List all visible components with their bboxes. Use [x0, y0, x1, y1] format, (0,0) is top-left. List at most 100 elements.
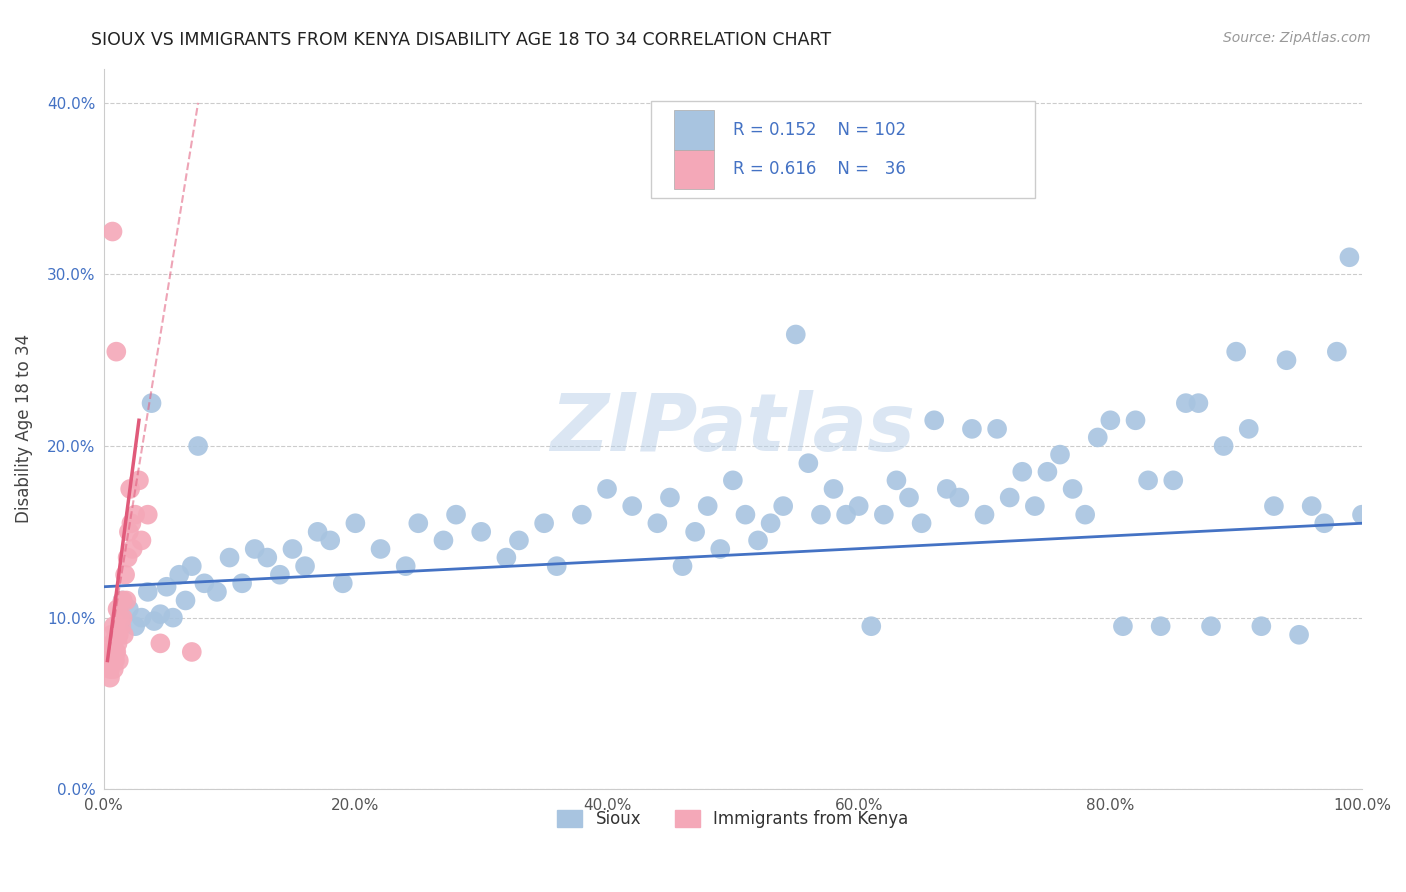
Point — [149, 607, 172, 622]
Point — [108, 610, 131, 624]
Point — [128, 474, 150, 488]
Point — [621, 499, 644, 513]
Point — [647, 516, 669, 531]
Point — [332, 576, 354, 591]
Point — [533, 516, 555, 531]
Point — [444, 508, 467, 522]
Point — [136, 508, 159, 522]
Point — [1137, 474, 1160, 488]
Point — [124, 508, 146, 522]
Point — [124, 619, 146, 633]
Point — [696, 499, 718, 513]
Point — [785, 327, 807, 342]
Point — [1351, 508, 1374, 522]
Text: R = 0.616    N =   36: R = 0.616 N = 36 — [733, 161, 905, 178]
Point — [149, 636, 172, 650]
Point — [1250, 619, 1272, 633]
Point — [1112, 619, 1135, 633]
Point — [1263, 499, 1285, 513]
Point — [596, 482, 619, 496]
Point — [107, 636, 129, 650]
Point — [848, 499, 870, 513]
Point — [1161, 474, 1184, 488]
Point — [1074, 508, 1097, 522]
Point — [721, 474, 744, 488]
Point — [243, 541, 266, 556]
Point — [281, 541, 304, 556]
Point — [111, 593, 134, 607]
Point — [546, 559, 568, 574]
Point — [998, 491, 1021, 505]
Point — [111, 593, 134, 607]
Point — [432, 533, 454, 548]
Point — [319, 533, 342, 548]
Point — [658, 491, 681, 505]
Point — [1313, 516, 1336, 531]
Point — [759, 516, 782, 531]
Point — [98, 671, 121, 685]
Point — [111, 610, 134, 624]
Point — [101, 225, 124, 239]
Point — [1150, 619, 1173, 633]
Point — [104, 645, 127, 659]
Point — [131, 610, 153, 624]
Point — [835, 508, 858, 522]
Point — [115, 593, 138, 607]
Point — [1212, 439, 1234, 453]
Point — [105, 645, 128, 659]
Point — [973, 508, 995, 522]
Y-axis label: Disability Age 18 to 34: Disability Age 18 to 34 — [15, 334, 32, 524]
Point — [117, 550, 139, 565]
Point — [797, 456, 820, 470]
Point — [910, 516, 932, 531]
Point — [948, 491, 970, 505]
Point — [118, 602, 141, 616]
Point — [734, 508, 756, 522]
Point — [205, 585, 228, 599]
Point — [174, 593, 197, 607]
Point — [495, 550, 517, 565]
Point — [105, 628, 128, 642]
Point — [470, 524, 492, 539]
Point — [167, 567, 190, 582]
Point — [1301, 499, 1323, 513]
Point — [96, 653, 118, 667]
FancyBboxPatch shape — [651, 101, 1035, 198]
Point — [107, 602, 129, 616]
Point — [860, 619, 883, 633]
Text: ZIPatlas: ZIPatlas — [550, 390, 915, 468]
Point — [683, 524, 706, 539]
Legend: Sioux, Immigrants from Kenya: Sioux, Immigrants from Kenya — [551, 804, 915, 835]
Point — [307, 524, 329, 539]
Point — [1099, 413, 1122, 427]
Point — [141, 396, 163, 410]
Point — [162, 610, 184, 624]
Point — [408, 516, 430, 531]
Point — [1125, 413, 1147, 427]
Point — [193, 576, 215, 591]
Text: Source: ZipAtlas.com: Source: ZipAtlas.com — [1223, 31, 1371, 45]
Point — [960, 422, 983, 436]
Point — [180, 645, 202, 659]
Point — [772, 499, 794, 513]
Point — [1049, 448, 1071, 462]
Point — [395, 559, 418, 574]
Bar — [673, 150, 714, 189]
Point — [103, 619, 125, 633]
Point — [112, 628, 135, 642]
Point — [1062, 482, 1084, 496]
Point — [922, 413, 945, 427]
Point — [98, 662, 121, 676]
Point — [118, 524, 141, 539]
Point — [1036, 465, 1059, 479]
Point — [1237, 422, 1260, 436]
Point — [104, 653, 127, 667]
Point — [886, 474, 908, 488]
Point — [108, 628, 131, 642]
Text: R = 0.152    N = 102: R = 0.152 N = 102 — [733, 120, 905, 139]
Point — [256, 550, 278, 565]
Point — [120, 482, 142, 496]
Point — [823, 482, 845, 496]
Bar — [673, 110, 714, 150]
Point — [671, 559, 693, 574]
